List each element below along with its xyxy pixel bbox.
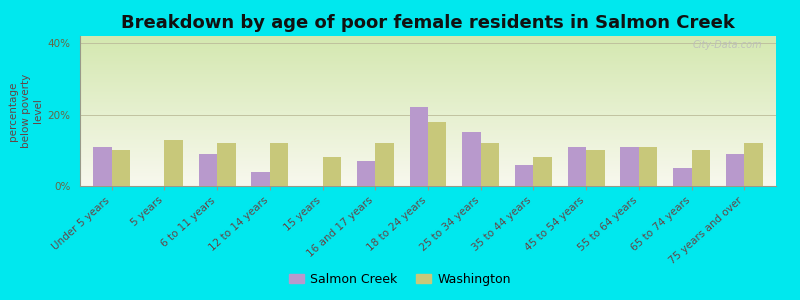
Bar xyxy=(93,147,112,186)
Title: Breakdown by age of poor female residents in Salmon Creek: Breakdown by age of poor female resident… xyxy=(121,14,735,32)
Bar xyxy=(251,172,270,186)
Bar xyxy=(744,143,763,186)
Bar xyxy=(586,150,605,186)
Bar xyxy=(639,147,658,186)
Text: City-Data.com: City-Data.com xyxy=(693,40,762,50)
Bar xyxy=(428,122,446,186)
Bar xyxy=(515,165,534,186)
Bar xyxy=(322,158,341,186)
Bar xyxy=(217,143,235,186)
Bar xyxy=(270,143,288,186)
Bar xyxy=(462,132,481,186)
Bar xyxy=(568,147,586,186)
Bar xyxy=(534,158,552,186)
Bar xyxy=(164,140,183,186)
Bar xyxy=(726,154,744,186)
Bar xyxy=(375,143,394,186)
Bar xyxy=(621,147,639,186)
Y-axis label: percentage
below poverty
level: percentage below poverty level xyxy=(8,74,43,148)
Bar xyxy=(112,150,130,186)
Bar xyxy=(692,150,710,186)
Bar xyxy=(410,107,428,186)
Bar xyxy=(673,168,692,186)
Bar xyxy=(357,161,375,186)
Bar xyxy=(198,154,217,186)
Legend: Salmon Creek, Washington: Salmon Creek, Washington xyxy=(284,268,516,291)
Bar xyxy=(481,143,499,186)
